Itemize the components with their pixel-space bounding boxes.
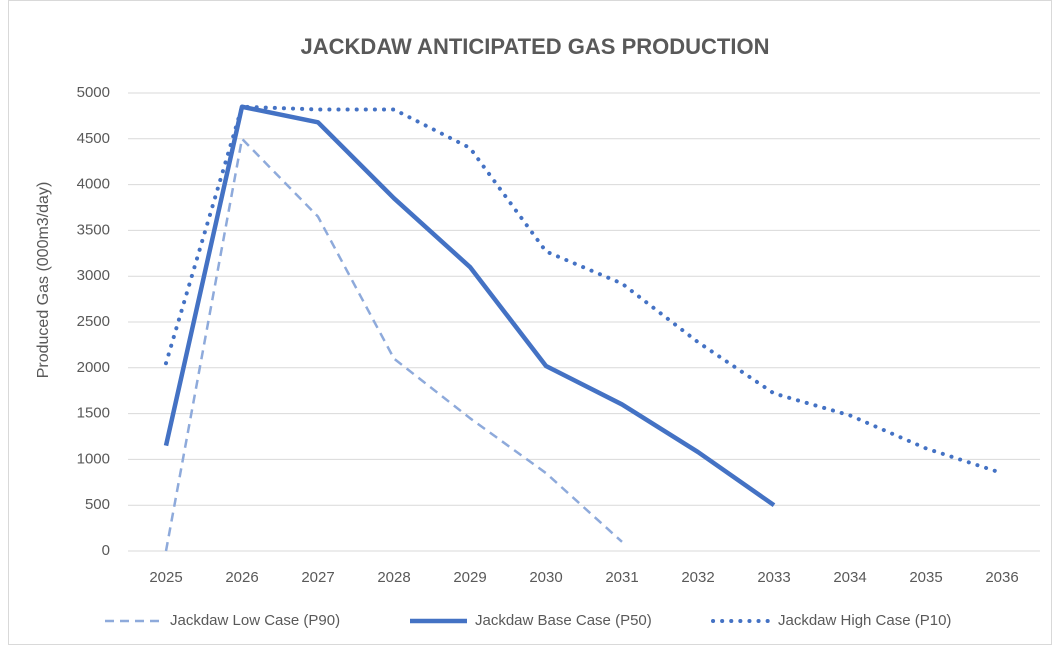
y-axis-label: Produced Gas (000m3/day)	[35, 182, 52, 379]
y-tick-label: 500	[85, 496, 110, 513]
y-tick-label: 4500	[77, 130, 110, 147]
legend-label: Jackdaw Base Case (P50)	[475, 612, 652, 629]
y-tick-label: 2000	[77, 359, 110, 376]
x-tick-label: 2036	[985, 569, 1018, 586]
y-tick-label: 3000	[77, 267, 110, 284]
y-tick-label: 1000	[77, 450, 110, 467]
x-tick-label: 2025	[149, 569, 182, 586]
series-line	[163, 104, 776, 508]
x-tick-label: 2028	[377, 569, 410, 586]
series-line	[164, 104, 1004, 476]
y-tick-label: 1500	[77, 405, 110, 422]
legend-label: Jackdaw High Case (P10)	[778, 612, 951, 629]
x-tick-label: 2031	[605, 569, 638, 586]
y-tick-label: 2500	[77, 313, 110, 330]
x-tick-label: 2032	[681, 569, 714, 586]
legend-label: Jackdaw Low Case (P90)	[170, 612, 340, 629]
x-tick-label: 2029	[453, 569, 486, 586]
x-tick-label: 2027	[301, 569, 334, 586]
x-tick-label: 2034	[833, 569, 866, 586]
x-tick-label: 2033	[757, 569, 790, 586]
y-tick-label: 5000	[77, 84, 110, 101]
y-tick-label: 3500	[77, 221, 110, 238]
x-tick-label: 2026	[225, 569, 258, 586]
y-tick-label: 0	[102, 542, 110, 559]
x-tick-label: 2030	[529, 569, 562, 586]
y-tick-label: 4000	[77, 176, 110, 193]
chart-title: JACKDAW ANTICIPATED GAS PRODUCTION	[301, 34, 770, 59]
x-tick-label: 2035	[909, 569, 942, 586]
